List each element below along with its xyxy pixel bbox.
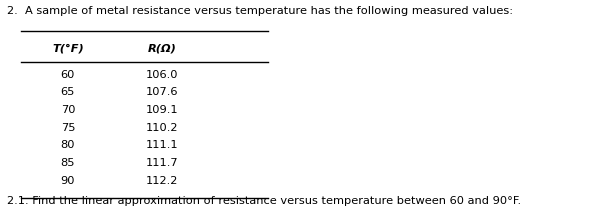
Text: 70: 70 [61,105,75,115]
Text: 111.7: 111.7 [146,158,179,168]
Text: 65: 65 [61,87,75,97]
Text: 106.0: 106.0 [146,70,179,79]
Text: 2.  A sample of metal resistance versus temperature has the following measured v: 2. A sample of metal resistance versus t… [7,6,513,16]
Text: 75: 75 [61,123,75,133]
Text: 2.1. Find the linear approximation of resistance versus temperature between 60 a: 2.1. Find the linear approximation of re… [7,196,521,206]
Text: 60: 60 [61,70,75,79]
Text: 111.1: 111.1 [146,140,179,150]
Text: 80: 80 [61,140,75,150]
Text: 85: 85 [61,158,75,168]
Text: 90: 90 [61,176,75,186]
Text: 107.6: 107.6 [146,87,179,97]
Text: 112.2: 112.2 [146,176,178,186]
Text: 110.2: 110.2 [146,123,179,133]
Text: 109.1: 109.1 [146,105,179,115]
Text: R(Ω): R(Ω) [148,44,176,54]
Text: T(°F): T(°F) [52,44,84,54]
